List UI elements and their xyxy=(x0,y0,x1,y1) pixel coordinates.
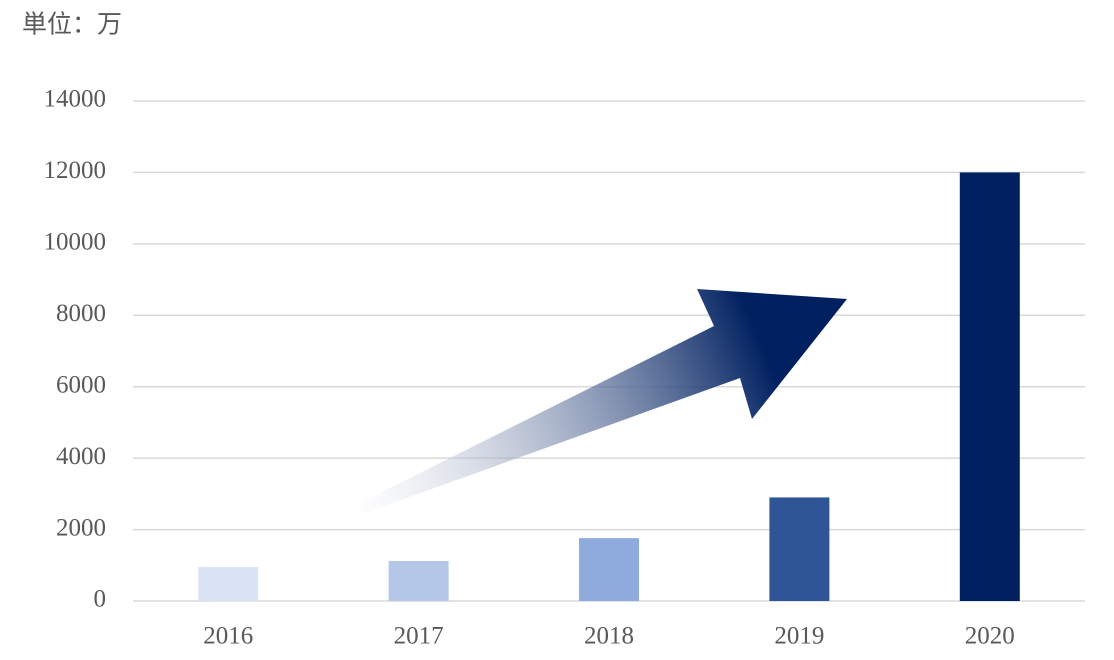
y-tick-label: 2000 xyxy=(56,514,106,541)
y-tick-label: 0 xyxy=(94,586,107,613)
unit-label: 単位：万 xyxy=(22,11,122,39)
bar xyxy=(579,538,639,601)
x-tick-label: 2020 xyxy=(965,623,1015,650)
bar xyxy=(198,567,259,601)
x-tick-label: 2019 xyxy=(774,623,824,650)
y-tick-label: 8000 xyxy=(56,300,106,327)
bar xyxy=(388,561,449,601)
y-tick-label: 12000 xyxy=(44,157,107,184)
y-tick-label: 10000 xyxy=(44,229,107,256)
y-tick-label: 4000 xyxy=(56,443,106,470)
plot-area: 0 2000 4000 6000 8000 10000 12000 14000 2016 2017… xyxy=(44,86,1085,650)
x-tick-label: 2017 xyxy=(394,623,444,650)
x-tick-label: 2018 xyxy=(584,623,634,650)
trend-arrow xyxy=(348,289,847,517)
bar xyxy=(959,172,1020,601)
y-tick-label: 6000 xyxy=(56,371,106,398)
y-tick-label: 14000 xyxy=(44,86,107,113)
x-tick-label: 2016 xyxy=(203,623,253,650)
bar xyxy=(769,497,830,601)
